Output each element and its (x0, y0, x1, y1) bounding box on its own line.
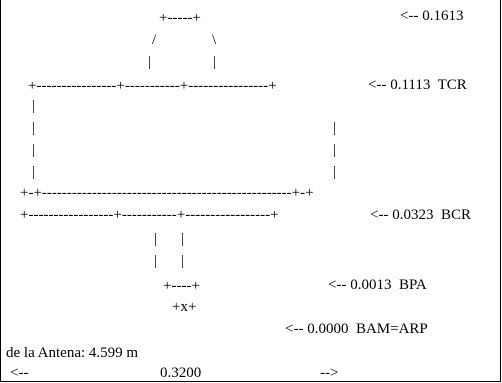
bottom-plate-line: +-+-------------------------------------… (20, 185, 314, 201)
width-value: 0.3200 (160, 365, 202, 381)
tcr-height-label: <-- 0.1113 TCR (368, 77, 467, 93)
bcr-line: +-----------------+-----------+---------… (20, 207, 279, 223)
stem-left-post-1: | (154, 231, 157, 247)
body-left-side-2: | (32, 120, 35, 136)
bam-arp-label: <-- 0.0000 BAM=ARP (285, 321, 428, 337)
width-left-arrow: <-- (10, 365, 29, 381)
body-left-side-3: | (32, 142, 35, 158)
body-left-side-1: | (32, 98, 35, 114)
bcr-height-label: <-- 0.0323 BCR (370, 207, 471, 223)
bpa-height-label: <-- 0.0013 BPA (328, 277, 427, 293)
top-cap-right-post: | (213, 54, 216, 70)
width-right-arrow: --> (320, 365, 339, 381)
top-cap-line: +-----+ (159, 10, 201, 26)
body-right-side-3: | (333, 164, 336, 180)
stem-bottom-line: +----+ (163, 278, 200, 294)
top-cap-left-slope: / (152, 32, 157, 48)
tcr-line: +----------------+-----------+----------… (28, 78, 277, 94)
body-right-side-2: | (333, 142, 336, 158)
top-cap-right-slope: \ (212, 32, 217, 48)
stem-right-post-2: | (181, 253, 184, 269)
top-cap-left-post: | (148, 54, 151, 70)
antenna-height-text: de la Antena: 4.599 m (6, 345, 139, 361)
body-left-side-4: | (32, 164, 35, 180)
stem-left-post-2: | (154, 253, 157, 269)
arp-mark: +x+ (172, 299, 197, 315)
stem-right-post-1: | (181, 231, 184, 247)
body-right-side-1: | (333, 120, 336, 136)
top-height-label: <-- 0.1613 (400, 8, 464, 24)
